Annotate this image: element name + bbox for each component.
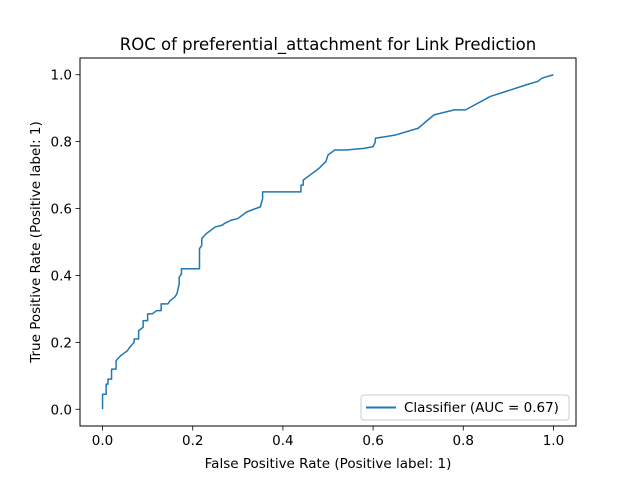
y-axis-label: True Positive Rate (Positive label: 1) xyxy=(28,121,44,364)
y-tick-label: 0.6 xyxy=(51,202,72,218)
x-axis: 0.0 0.2 0.4 0.6 0.8 1.0 xyxy=(92,426,564,449)
legend: Classifier (AUC = 0.67) xyxy=(360,394,570,421)
y-tick-label: 0.4 xyxy=(51,268,72,284)
series-layer xyxy=(101,74,554,410)
y-tick-label: 1.0 xyxy=(51,68,72,84)
x-tick-label: 0.2 xyxy=(182,433,203,449)
x-tick-label: 0.0 xyxy=(92,433,113,449)
y-tick-label: 0.2 xyxy=(51,335,72,351)
plot-area xyxy=(79,57,577,427)
roc-curve-series-0 xyxy=(101,74,554,410)
x-tick-label: 0.4 xyxy=(272,433,293,449)
chart-title: ROC of preferential_attachment for Link … xyxy=(120,35,536,55)
x-tick-label: 0.6 xyxy=(362,433,383,449)
plot-frame xyxy=(79,57,577,427)
legend-box xyxy=(360,394,570,421)
x-tick-label: 0.8 xyxy=(453,433,474,449)
y-axis: 0.0 0.2 0.4 0.6 0.8 1.0 xyxy=(51,68,80,418)
legend-label: Classifier (AUC = 0.67) xyxy=(404,400,559,416)
y-tick-label: 0.0 xyxy=(51,402,72,418)
y-tick-label: 0.8 xyxy=(51,135,72,151)
x-axis-label: False Positive Rate (Positive label: 1) xyxy=(205,456,452,472)
x-tick-label: 1.0 xyxy=(543,433,564,449)
